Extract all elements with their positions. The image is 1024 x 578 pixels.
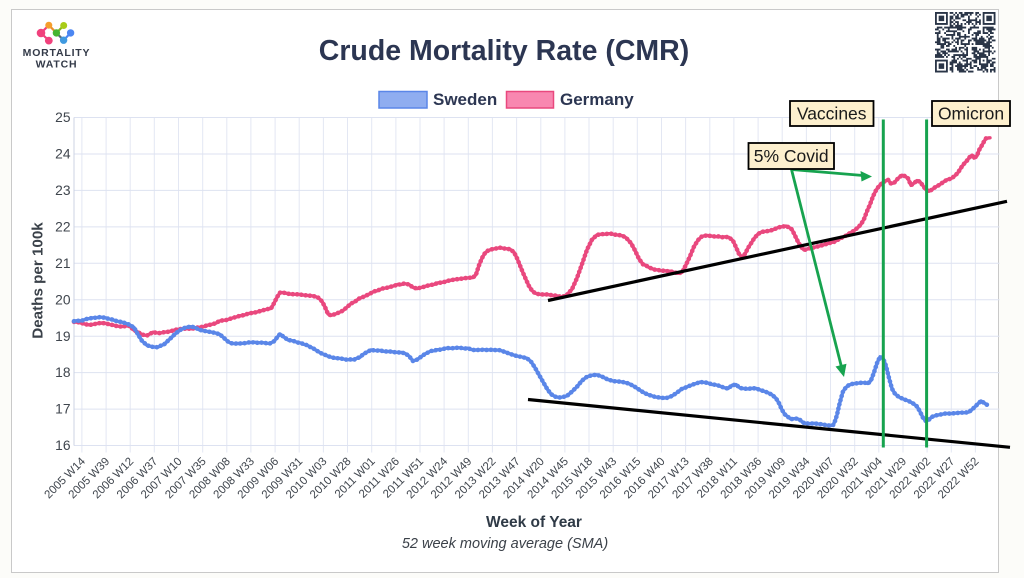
svg-text:24: 24: [55, 147, 71, 162]
svg-text:Deaths per 100k: Deaths per 100k: [30, 222, 47, 339]
svg-text:23: 23: [55, 183, 71, 198]
svg-text:16: 16: [55, 438, 71, 453]
svg-text:18: 18: [55, 365, 71, 380]
svg-text:52 week moving average (SMA): 52 week moving average (SMA): [402, 536, 608, 552]
svg-text:5% Covid: 5% Covid: [754, 146, 829, 166]
svg-text:20: 20: [55, 292, 71, 307]
svg-text:WATCH: WATCH: [36, 59, 78, 71]
svg-text:19: 19: [55, 329, 71, 344]
svg-text:Vaccines: Vaccines: [797, 104, 867, 124]
svg-text:Germany: Germany: [560, 90, 634, 109]
svg-text:25: 25: [55, 110, 71, 125]
svg-text:MORTALITY: MORTALITY: [23, 47, 91, 59]
svg-text:21: 21: [55, 256, 70, 271]
svg-text:22: 22: [55, 220, 70, 235]
svg-text:Week of Year: Week of Year: [486, 514, 582, 531]
svg-text:Sweden: Sweden: [433, 90, 497, 109]
svg-text:Omicron: Omicron: [938, 104, 1004, 124]
svg-text:17: 17: [55, 402, 70, 417]
svg-text:Crude Mortality Rate (CMR): Crude Mortality Rate (CMR): [319, 35, 690, 67]
